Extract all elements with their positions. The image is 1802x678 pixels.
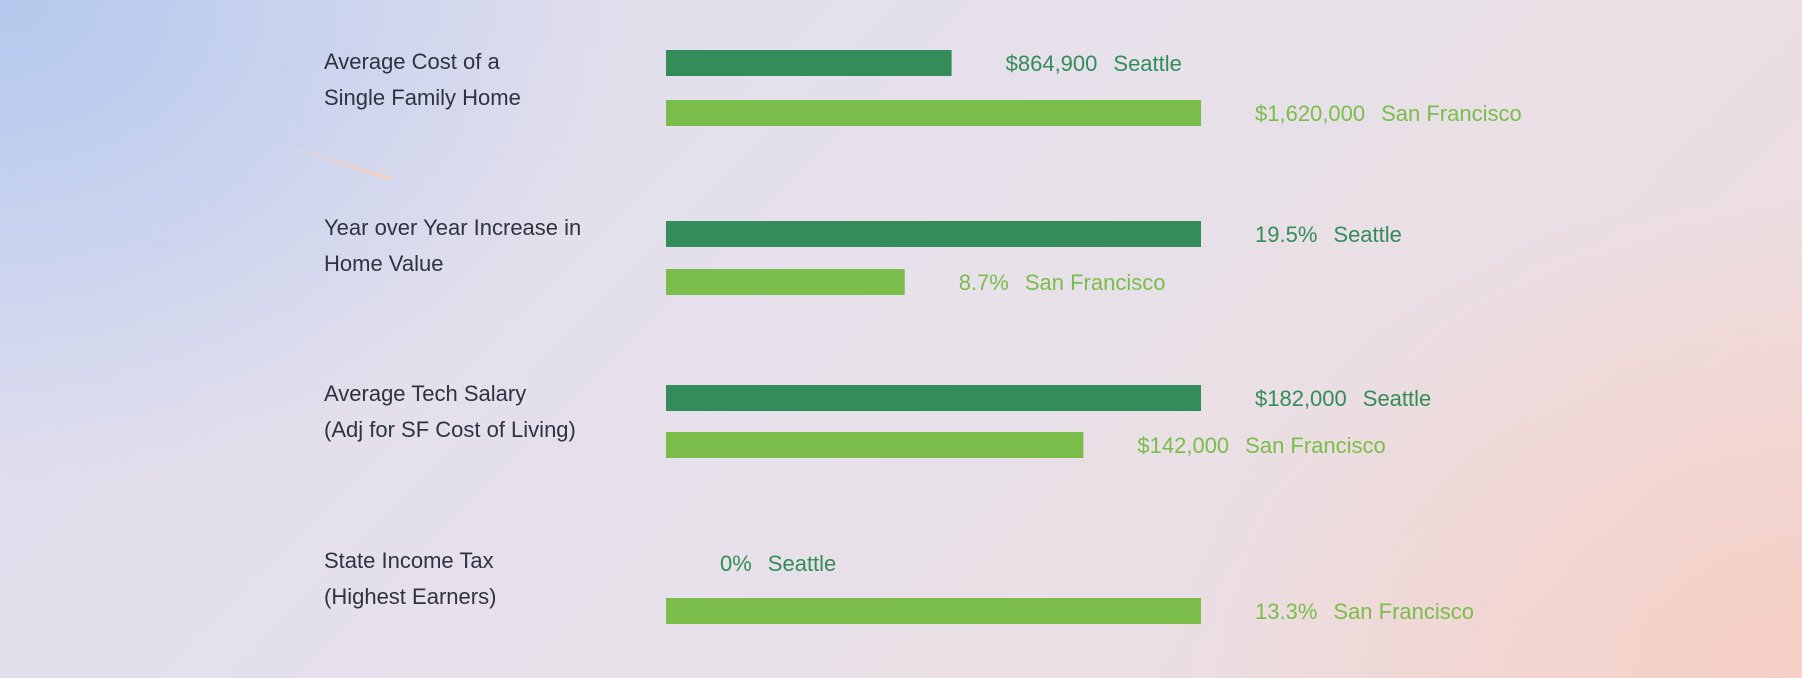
bar-san-francisco <box>666 269 905 295</box>
group-label-1: Year over Year Increase in Home Value <box>324 210 664 282</box>
value-label: $864,900 <box>1006 51 1098 76</box>
group-label-line: Average Cost of a <box>324 49 500 74</box>
bar-san-francisco <box>666 598 1201 624</box>
city-label: San Francisco <box>1381 101 1522 126</box>
city-label: San Francisco <box>1245 433 1386 458</box>
value-label: $182,000 <box>1255 386 1347 411</box>
group-label-0: Average Cost of a Single Family Home <box>324 44 664 116</box>
city-label: Seattle <box>1113 51 1182 76</box>
value-label: 8.7% <box>959 270 1009 295</box>
value-label: $1,620,000 <box>1255 101 1365 126</box>
group-label-line: State Income Tax <box>324 548 494 573</box>
bar-seattle <box>666 385 1201 411</box>
value-label: 13.3% <box>1255 599 1317 624</box>
group-label-line: (Highest Earners) <box>324 584 497 609</box>
bar-san-francisco <box>666 432 1084 458</box>
city-label: Seattle <box>768 551 837 576</box>
group-label-line: Home Value <box>324 251 444 276</box>
group-label-line: Year over Year Increase in <box>324 215 582 240</box>
group-label-2: Average Tech Salary (Adj for SF Cost of … <box>324 376 664 448</box>
bar-seattle <box>666 221 1201 247</box>
value-label: $142,000 <box>1137 433 1229 458</box>
group-label-line: Average Tech Salary <box>324 381 527 406</box>
city-label: San Francisco <box>1333 599 1474 624</box>
value-label: 0% <box>720 551 752 576</box>
group-label-line: Single Family Home <box>324 85 521 110</box>
group-label-line: (Adj for SF Cost of Living) <box>324 417 576 442</box>
bar-seattle <box>666 50 952 76</box>
city-label: Seattle <box>1363 386 1432 411</box>
city-label: San Francisco <box>1025 270 1166 295</box>
value-label: 19.5% <box>1255 222 1317 247</box>
bar-san-francisco <box>666 100 1201 126</box>
city-label: Seattle <box>1333 222 1402 247</box>
group-label-3: State Income Tax (Highest Earners) <box>324 543 664 615</box>
